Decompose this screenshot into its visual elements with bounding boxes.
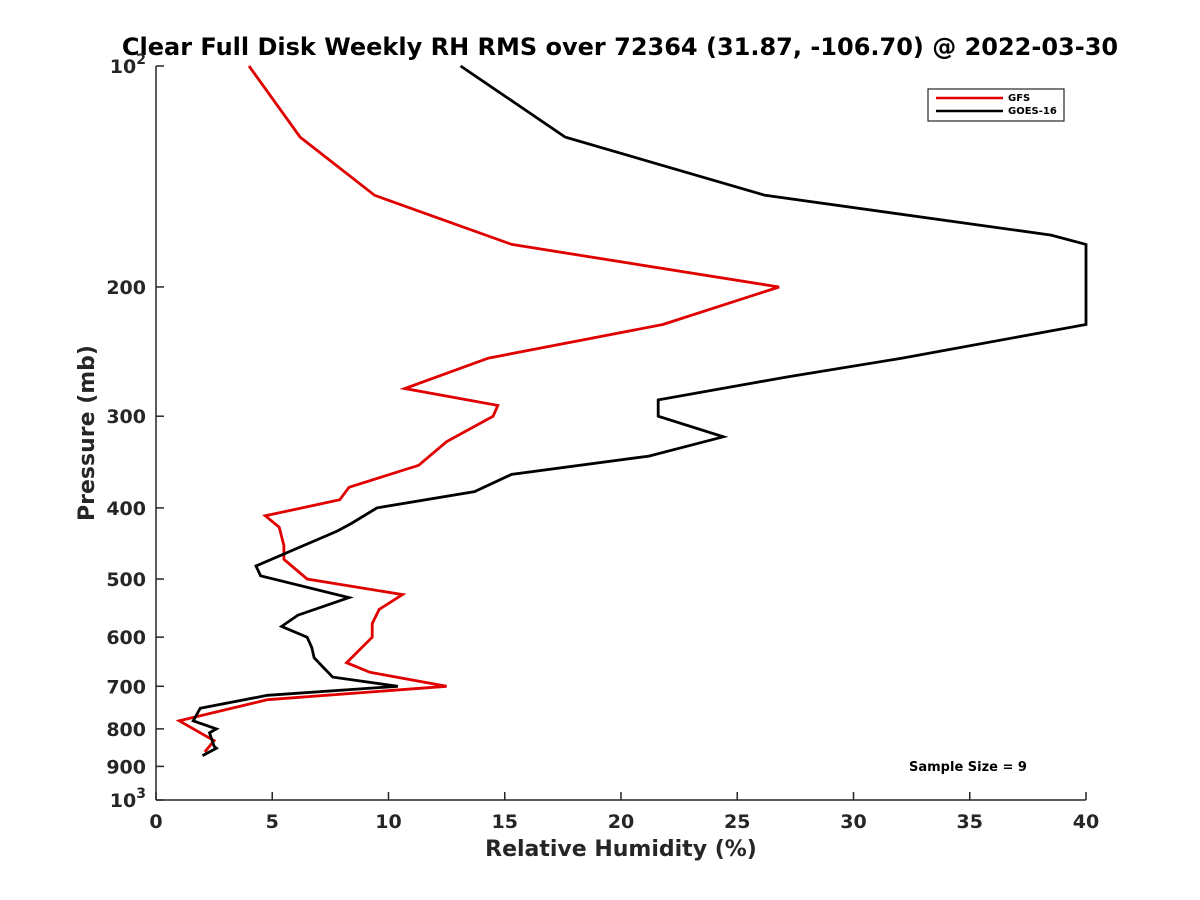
y-tick-label: 500 (106, 569, 146, 591)
y-axis-label: Pressure (mb) (75, 345, 100, 521)
y-tick-label: 700 (106, 676, 146, 698)
legend-label-goes16: GOES-16 (1008, 106, 1057, 117)
x-axis-label: Relative Humidity (%) (485, 837, 757, 862)
y-tick-label: 600 (106, 627, 146, 649)
x-tick-label: 25 (724, 811, 750, 833)
legend: GFS GOES-16 (927, 88, 1065, 122)
x-tick-label: 30 (840, 811, 866, 833)
x-axis-ticks: 0 5 10 15 20 25 30 35 40 (149, 792, 1099, 833)
series-line-gfs (175, 65, 780, 753)
sample-size-annotation: Sample Size = 9 (909, 760, 1027, 775)
y-axis-ticks: 102 200 300 400 500 600 700 800 900 103 (106, 52, 164, 812)
x-tick-label: 0 (149, 811, 162, 833)
legend-box (927, 88, 1065, 122)
y-tick-label: 103 (110, 786, 146, 812)
chart-title: Clear Full Disk Weekly RH RMS over 72364… (122, 33, 1118, 61)
y-tick-label: 200 (106, 277, 146, 299)
legend-label-gfs: GFS (1008, 93, 1030, 104)
x-tick-label: 35 (957, 811, 983, 833)
x-tick-label: 15 (492, 811, 518, 833)
y-tick-label: 400 (106, 498, 146, 520)
x-tick-label: 5 (266, 811, 279, 833)
y-tick-label: 800 (106, 719, 146, 741)
y-tick-label: 102 (110, 52, 146, 78)
y-tick-label: 300 (106, 406, 146, 428)
series-lines (175, 64, 1088, 757)
x-tick-label: 40 (1073, 811, 1099, 833)
series-line-goes16 (191, 64, 1088, 757)
y-tick-label: 900 (106, 756, 146, 778)
x-tick-label: 10 (375, 811, 401, 833)
x-tick-label: 20 (608, 811, 634, 833)
